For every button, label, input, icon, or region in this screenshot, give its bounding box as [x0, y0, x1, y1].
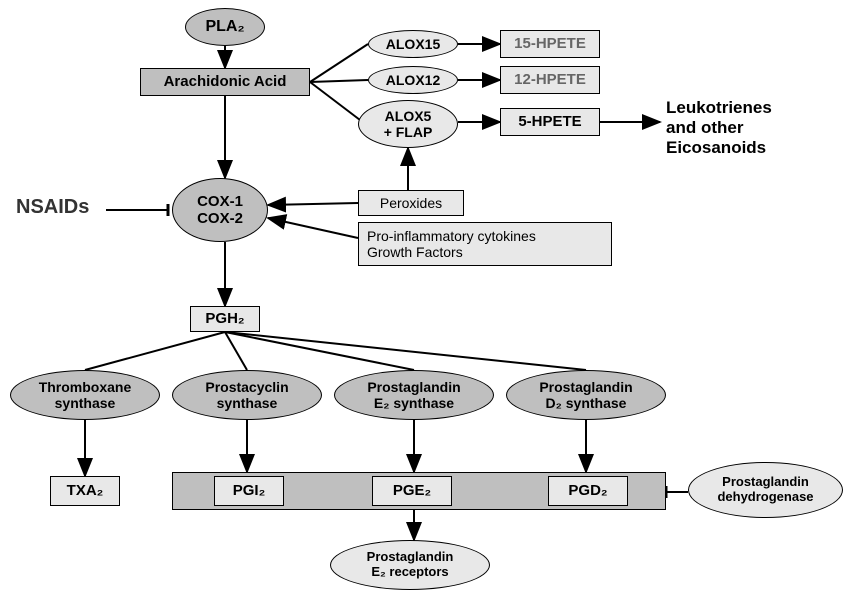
node-pgd2syn: Prostaglandin D₂ synthase: [506, 370, 666, 420]
node-label: Peroxides: [380, 195, 442, 211]
node-label: ALOX15: [386, 36, 440, 52]
node-alox15: ALOX15: [368, 30, 458, 58]
node-label: Arachidonic Acid: [164, 73, 287, 90]
node-label: TXA₂: [67, 482, 104, 499]
node-pcsyn: Prostacyclin synthase: [172, 370, 322, 420]
node-pge2: PGE₂: [372, 476, 452, 506]
node-txa2: TXA₂: [50, 476, 120, 506]
label-leuko: Leukotrienes and other Eicosanoids: [666, 98, 772, 158]
node-hpete5: 5-HPETE: [500, 108, 600, 136]
label-nsaids: NSAIDs: [16, 196, 89, 219]
node-pge2rec: Prostaglandin E₂ receptors: [330, 540, 490, 590]
node-label: ALOX5 + FLAP: [384, 108, 433, 140]
node-peroxides: Peroxides: [358, 190, 464, 216]
node-pge2syn: Prostaglandin E₂ synthase: [334, 370, 494, 420]
node-pgh2: PGH₂: [190, 306, 260, 332]
node-label: 5-HPETE: [518, 113, 581, 130]
node-alox12: ALOX12: [368, 66, 458, 94]
node-cox: COX-1 COX-2: [172, 178, 268, 242]
node-label: Prostaglandin D₂ synthase: [539, 379, 632, 411]
node-label: Prostaglandin E₂ receptors: [367, 550, 454, 580]
node-label: Prostacyclin synthase: [205, 379, 288, 411]
node-hpete12: 12-HPETE: [500, 66, 600, 94]
node-label: COX-1 COX-2: [197, 193, 243, 228]
node-label: Prostaglandin E₂ synthase: [367, 379, 460, 411]
node-label: Thromboxane synthase: [39, 379, 132, 411]
node-aa: Arachidonic Acid: [140, 68, 310, 96]
label-text: NSAIDs: [16, 196, 89, 218]
node-label: 15-HPETE: [514, 35, 586, 52]
node-pla2: PLA₂: [185, 8, 265, 46]
node-label: Pro-inflammatory cytokines Growth Factor…: [367, 228, 536, 260]
node-label: Prostaglandin dehydrogenase: [717, 475, 813, 505]
node-pgd2: PGD₂: [548, 476, 628, 506]
node-label: 12-HPETE: [514, 71, 586, 88]
node-hpete15: 15-HPETE: [500, 30, 600, 58]
label-text: Leukotrienes and other Eicosanoids: [666, 98, 772, 157]
node-label: ALOX12: [386, 72, 440, 88]
node-proinf: Pro-inflammatory cytokines Growth Factor…: [358, 222, 612, 266]
node-txsyn: Thromboxane synthase: [10, 370, 160, 420]
node-label: PLA₂: [205, 18, 244, 36]
node-alox5: ALOX5 + FLAP: [358, 100, 458, 148]
node-label: PGH₂: [205, 310, 244, 327]
node-label: PGI₂: [233, 482, 266, 499]
node-pgi2: PGI₂: [214, 476, 284, 506]
node-pgdeh: Prostaglandin dehydrogenase: [688, 462, 843, 518]
node-label: PGE₂: [393, 482, 431, 499]
node-label: PGD₂: [568, 482, 607, 499]
